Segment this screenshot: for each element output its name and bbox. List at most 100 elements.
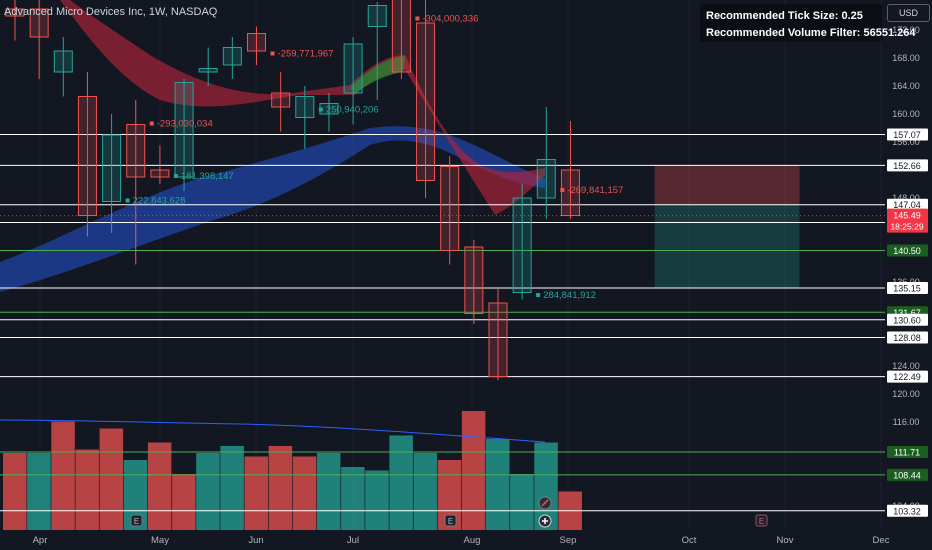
level-price-tag xyxy=(887,504,928,517)
volume-bar xyxy=(51,421,75,530)
volume-annotation: -304,000,336 xyxy=(422,14,478,25)
candle xyxy=(343,37,363,125)
candle xyxy=(488,289,508,380)
candle-body xyxy=(343,43,363,94)
dividend-icon xyxy=(538,496,552,510)
level-price-tag xyxy=(887,198,928,211)
candle-body xyxy=(150,169,170,178)
candle xyxy=(367,2,387,100)
volume-bar xyxy=(341,467,365,530)
candle xyxy=(416,0,436,198)
price-tick-label: 116.00 xyxy=(893,417,920,427)
volume-annotations: -293,030,034 181,398,147 222,843,628 -259,7… xyxy=(125,14,623,301)
position-box[interactable] xyxy=(654,165,800,288)
volume-bar xyxy=(534,442,558,530)
volume-filter-text: Recommended Volume Filter: 56551.264 xyxy=(706,27,916,39)
candle-body xyxy=(77,96,97,216)
volume-bar xyxy=(147,442,172,530)
volume-annotation: 222,843,628 xyxy=(133,196,186,207)
price-tick-label: 148.00 xyxy=(892,193,920,203)
level-price-tag xyxy=(887,313,928,326)
candle-body xyxy=(416,22,436,181)
level-price-label: 103.32 xyxy=(893,506,921,516)
candle-body xyxy=(391,0,411,73)
volume-bar xyxy=(172,474,196,530)
volume-bar xyxy=(244,456,268,530)
current-price-tag xyxy=(887,208,928,233)
level-price-tag xyxy=(887,468,928,481)
candle xyxy=(464,240,484,324)
currency-button[interactable]: USD xyxy=(887,4,930,22)
svg-text:E: E xyxy=(448,517,453,526)
level-price-tag xyxy=(887,159,928,172)
volume-bar xyxy=(220,446,244,530)
annotation-marker xyxy=(536,293,541,297)
level-price-tag xyxy=(887,128,928,141)
volume-bar xyxy=(510,474,534,530)
annotation-marker xyxy=(270,51,275,56)
candle-body xyxy=(440,166,460,251)
price-tick-label: 156.00 xyxy=(892,137,920,147)
add-marker-icon xyxy=(538,514,552,528)
candle xyxy=(295,86,315,149)
earnings-icon: E xyxy=(130,514,143,527)
volume-annotation: -293,030,034 xyxy=(157,119,213,130)
candle-body xyxy=(536,159,556,199)
volume-bar xyxy=(3,453,27,530)
annotation-marker xyxy=(125,198,130,203)
candle-body xyxy=(488,302,508,377)
level-price-tag xyxy=(887,244,928,257)
chart-markers[interactable]: E E E xyxy=(130,496,768,528)
candle-body xyxy=(271,92,291,108)
candle xyxy=(77,72,97,237)
annotation-marker xyxy=(560,188,565,192)
volume-annotation: 284,841,912 xyxy=(543,290,596,301)
candle xyxy=(536,107,556,219)
price-tick-label: 120.00 xyxy=(892,389,920,399)
candle-body xyxy=(198,68,218,73)
month-label: Apr xyxy=(33,535,48,546)
month-label: Oct xyxy=(682,535,697,546)
volume-annotation: -259,771,967 xyxy=(278,49,334,60)
candle xyxy=(391,0,411,79)
level-price-label: 140.50 xyxy=(893,246,921,256)
month-label: Aug xyxy=(464,535,481,546)
red-cloud-band xyxy=(60,0,545,215)
candle-body xyxy=(29,8,49,38)
annotation-marker xyxy=(149,121,154,126)
candle-body xyxy=(247,33,266,52)
time-axis[interactable]: Apr May Jun Jul Aug Sep Oct Nov Dec xyxy=(0,530,932,550)
candle-body xyxy=(295,96,315,118)
level-price-label: 128.08 xyxy=(893,333,921,343)
level-price-label: 147.04 xyxy=(893,200,921,210)
price-axis[interactable]: 172.00168.00164.00160.00156.00148.00136.… xyxy=(887,25,928,517)
earnings-icon: E xyxy=(755,514,768,527)
volume-bar xyxy=(437,460,462,530)
volume-annotation: -269,841,157 xyxy=(567,185,623,196)
candle-body xyxy=(102,134,122,202)
level-price-label: 130.60 xyxy=(893,315,921,325)
volume-bar xyxy=(486,439,510,530)
candle xyxy=(53,37,73,97)
candle-body xyxy=(560,169,580,216)
candle-body xyxy=(53,50,73,73)
level-price-label: 135.15 xyxy=(893,283,921,293)
svg-text:E: E xyxy=(134,517,139,526)
month-label: May xyxy=(151,535,169,546)
month-label: Dec xyxy=(873,535,890,546)
moving-average-bands xyxy=(0,0,546,443)
level-price-label: 152.66 xyxy=(893,161,921,171)
volume-annotation: 250,940,206 xyxy=(326,105,379,116)
candle-body xyxy=(222,47,242,66)
volume-bar xyxy=(461,411,486,530)
month-label: Nov xyxy=(777,535,794,546)
candle-body xyxy=(126,124,146,178)
candle xyxy=(126,100,146,265)
volume-annotation: 181,398,147 xyxy=(181,171,234,182)
price-tick-label: 168.00 xyxy=(892,53,920,63)
volume-bar xyxy=(316,453,341,530)
volume-bar xyxy=(75,449,99,530)
candle xyxy=(560,121,580,219)
chart-title: Advanced Micro Devices Inc, 1W, NASDAQ xyxy=(4,6,218,18)
